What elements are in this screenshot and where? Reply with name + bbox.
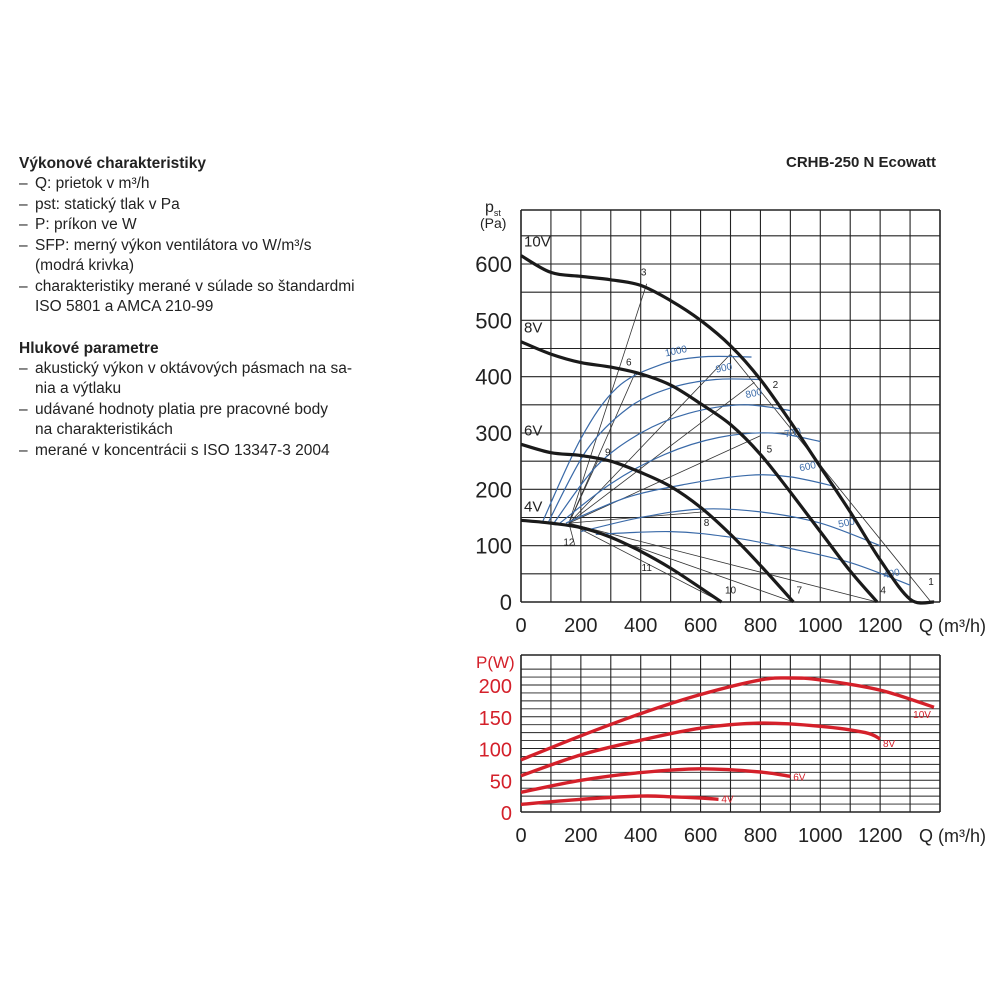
- sfp-curve-900: [547, 378, 761, 524]
- noise-title: Hlukové parametre: [19, 339, 159, 357]
- x-tick-label: 600: [684, 615, 717, 637]
- performance-list: Q: prietok v m³/h pst: statický tlak v P…: [19, 174, 399, 318]
- y-axis-label-sub: st: [494, 208, 502, 218]
- fan-curve-6V: [520, 442, 795, 604]
- list-item: udávané hodnoty platia pre pracovné body…: [19, 400, 399, 441]
- power-curve-8V: [520, 721, 881, 778]
- power-chart: 0 50 100 150 200 0 200 400 600 800 1000 1200 P(W) Q (…: [476, 653, 986, 847]
- x-tick-label: 0: [515, 615, 526, 637]
- point-label: 1: [928, 577, 934, 588]
- x-tick-label: 1000: [798, 615, 843, 637]
- fan-curve-4V: [520, 518, 723, 604]
- y-axis-label: P(W): [476, 653, 515, 672]
- power-curve-4V: [520, 794, 719, 807]
- noise-list: akustický výkon v oktávových pásmach na …: [19, 359, 399, 462]
- list-item: charakteristiky merané v súlade so štand…: [19, 277, 399, 318]
- point-label: 8: [704, 518, 710, 529]
- x-tick-label: 800: [744, 825, 777, 847]
- point-label: 6: [626, 357, 632, 368]
- point-label: 10: [725, 586, 737, 597]
- system-line-6: [568, 373, 636, 524]
- x-axis-label: Q (m³/h): [919, 616, 986, 636]
- sfp-curve-800: [553, 404, 791, 524]
- point-label: 2: [773, 380, 779, 391]
- system-line-8: [568, 511, 704, 524]
- description-panel: Výkonové charakteristiky Q: prietok v m³…: [19, 153, 399, 481]
- y-tick-label: 0: [500, 590, 512, 615]
- sfp-curve-1000: [541, 355, 752, 524]
- noise-section: Hlukové parametre akustický výkon v oktá…: [19, 338, 399, 462]
- fan-curve-label: 10V: [524, 234, 551, 251]
- sfp-label: 800: [745, 387, 764, 401]
- point-label: 12: [563, 538, 575, 549]
- sfp-curve-500: [580, 508, 881, 547]
- power-curve-label: 4V: [721, 794, 734, 805]
- sfp-label: 900: [715, 361, 734, 375]
- y-tick-label: 50: [490, 771, 512, 793]
- power-curve-label: 8V: [883, 739, 896, 750]
- fan-curve-8V: [520, 340, 879, 604]
- system-line-4: [568, 522, 878, 603]
- sfp-label: 700: [784, 426, 803, 440]
- y-tick-label: 0: [501, 803, 512, 825]
- power-curve-10V: [520, 676, 935, 762]
- sfp-curve-400: [595, 530, 911, 586]
- y-tick-label: 400: [475, 365, 512, 390]
- x-tick-label: 400: [624, 615, 657, 637]
- y-axis-unit: (Pa): [480, 215, 506, 231]
- y-tick-label: 200: [479, 676, 512, 698]
- fan-curve-10V: [520, 254, 935, 605]
- performance-title: Výkonové charakteristiky: [19, 155, 206, 172]
- x-tick-label: 600: [684, 825, 717, 847]
- fan-curve-label: 8V: [524, 320, 542, 337]
- list-item: P: príkon ve W: [19, 215, 399, 236]
- power-curve-label: 10V: [913, 710, 931, 721]
- sfp-label: 1000: [664, 344, 688, 359]
- x-tick-label: 1200: [858, 615, 903, 637]
- fan-curve-label: 6V: [524, 422, 542, 439]
- power-curve-6V: [520, 767, 791, 794]
- system-line-2: [568, 381, 755, 524]
- x-tick-label: 1200: [858, 825, 903, 847]
- point-label: 9: [605, 448, 611, 459]
- y-tick-label: 100: [475, 534, 512, 559]
- point-label: 7: [797, 586, 803, 597]
- x-tick-label: 200: [564, 825, 597, 847]
- list-item: merané v koncentrácii s ISO 13347-3 2004: [19, 441, 399, 462]
- y-tick-label: 150: [479, 708, 512, 730]
- x-tick-label: 800: [744, 615, 777, 637]
- sfp-curve-600: [565, 474, 836, 524]
- system-line-10: [568, 522, 722, 603]
- sfp-label: 600: [798, 460, 817, 474]
- y-tick-label: 200: [475, 477, 512, 502]
- power-curve-label: 6V: [793, 772, 806, 783]
- list-item: pst: statický tlak v Pa: [19, 195, 399, 216]
- x-tick-label: 400: [624, 825, 657, 847]
- pressure-chart: 0 100 200 300 400 500 600 0 200 400 600 800 1000 1200…: [475, 199, 986, 637]
- y-tick-label: 500: [475, 308, 512, 333]
- x-tick-label: 200: [564, 615, 597, 637]
- list-item: akustický výkon v oktávových pásmach na …: [19, 359, 399, 400]
- performance-section: Výkonové charakteristiky Q: prietok v m³…: [19, 153, 399, 318]
- point-label: 5: [767, 445, 773, 456]
- sfp-label: 500: [837, 516, 856, 530]
- y-tick-label: 600: [475, 252, 512, 277]
- point-label: 11: [642, 563, 653, 574]
- x-tick-label: 0: [515, 825, 526, 847]
- x-tick-label: 1000: [798, 825, 843, 847]
- list-item: SFP: merný výkon ventilátora vo W/m³/s(m…: [19, 236, 399, 277]
- point-label: 4: [880, 586, 886, 597]
- y-tick-label: 300: [475, 421, 512, 446]
- model-title: CRHB-250 N Ecowatt: [786, 154, 937, 171]
- x-axis-label: Q (m³/h): [919, 826, 986, 846]
- list-item: Q: prietok v m³/h: [19, 174, 399, 195]
- y-tick-label: 100: [479, 740, 512, 762]
- fan-curve-label: 4V: [524, 498, 542, 515]
- system-line-5: [568, 435, 761, 524]
- sfp-curve-700: [559, 432, 821, 524]
- point-label: 3: [641, 267, 647, 278]
